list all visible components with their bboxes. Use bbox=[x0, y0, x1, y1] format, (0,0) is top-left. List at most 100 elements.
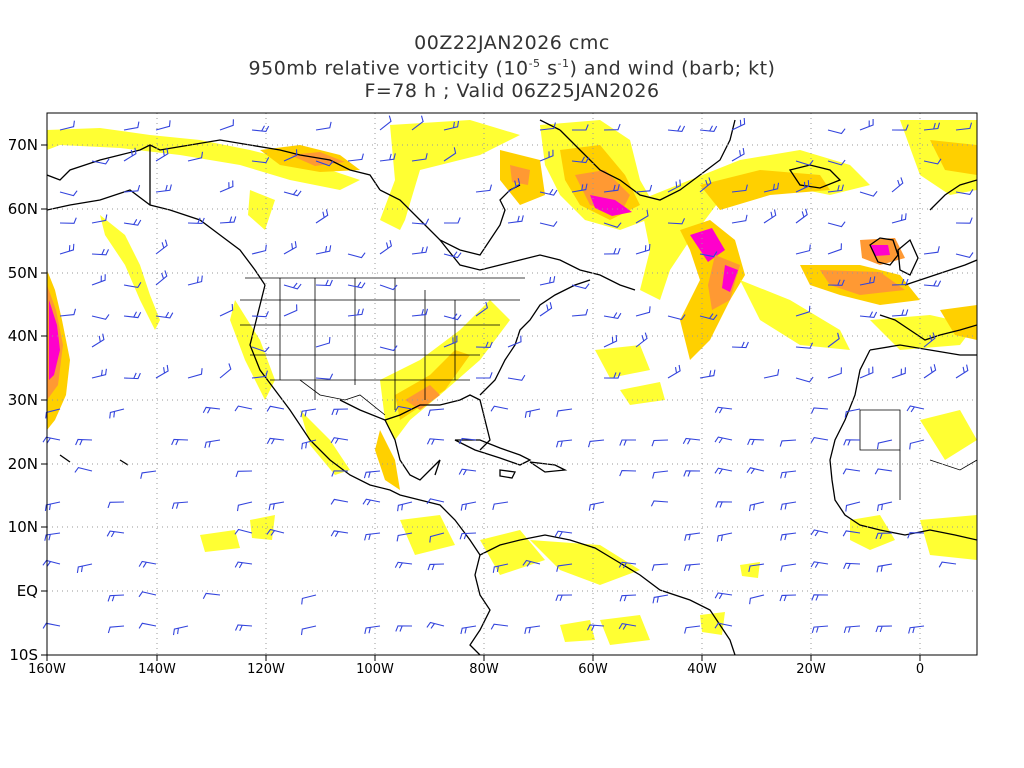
wind-barb bbox=[507, 178, 521, 193]
wind-barb bbox=[810, 529, 829, 537]
wind-barb bbox=[780, 470, 797, 479]
wind-barb bbox=[571, 283, 590, 290]
wind-barb bbox=[651, 439, 669, 447]
wind-barb bbox=[443, 313, 462, 321]
lat-axis-labels: 70N 60N 50N 40N 30N 20N 10N EQ 10S bbox=[8, 136, 38, 664]
wind-barb bbox=[347, 252, 366, 259]
wind-barb bbox=[909, 439, 925, 450]
lat-label-70n: 70N bbox=[8, 136, 38, 154]
wind-barb bbox=[301, 594, 317, 605]
plot-frame bbox=[46, 112, 978, 656]
wind-barb bbox=[586, 624, 605, 631]
wind-barb bbox=[283, 241, 297, 255]
wind-barb bbox=[651, 563, 669, 571]
wind-barb bbox=[109, 408, 125, 419]
wind-barb bbox=[699, 251, 718, 258]
wind-barb bbox=[571, 308, 589, 317]
wind-barb bbox=[155, 184, 172, 193]
wind-barb bbox=[155, 147, 169, 162]
wind-barb bbox=[731, 214, 748, 224]
wind-barb bbox=[138, 591, 157, 598]
wind-barb bbox=[522, 559, 541, 567]
lon-label-0: 0 bbox=[916, 662, 924, 677]
wind-barb bbox=[859, 190, 878, 197]
wind-barb bbox=[780, 501, 797, 511]
wind-barb bbox=[827, 332, 840, 348]
wind-barb bbox=[683, 563, 701, 572]
wind-barb bbox=[234, 405, 253, 412]
lon-label-120w: 120W bbox=[247, 662, 285, 677]
wind-barb bbox=[684, 532, 701, 541]
wind-barb bbox=[330, 498, 349, 505]
wind-barb bbox=[891, 367, 906, 379]
lon-label-60w: 60W bbox=[578, 662, 608, 677]
wind-barbs bbox=[42, 115, 974, 636]
wind-barb bbox=[587, 439, 605, 448]
wind-barb bbox=[827, 367, 842, 379]
wind-barb bbox=[283, 304, 298, 317]
wind-barb bbox=[379, 115, 392, 131]
wind-barb bbox=[123, 372, 141, 380]
wind-barb bbox=[59, 217, 77, 224]
wind-barb bbox=[234, 624, 253, 632]
wind-barb bbox=[923, 332, 936, 348]
wind-barb bbox=[379, 284, 398, 291]
wind-barb bbox=[107, 501, 125, 509]
wind-barb bbox=[475, 372, 493, 379]
lat-label-10n: 10N bbox=[8, 518, 38, 536]
wind-barb bbox=[618, 561, 637, 569]
wind-barb bbox=[827, 128, 846, 135]
wind-barb bbox=[458, 468, 477, 476]
wind-barb bbox=[42, 559, 61, 567]
wind-barb bbox=[364, 532, 381, 541]
wind-barb bbox=[795, 208, 808, 224]
wind-barb bbox=[923, 280, 942, 287]
lon-label-100w: 100W bbox=[356, 662, 394, 677]
wind-barb bbox=[155, 364, 169, 379]
lat-label-20n: 20N bbox=[8, 455, 38, 473]
map-title-run: 00Z22JAN2026 cmc bbox=[414, 32, 610, 54]
wind-barb bbox=[460, 625, 477, 635]
wind-barb bbox=[795, 244, 811, 255]
wind-barb bbox=[603, 123, 621, 131]
wind-barb bbox=[251, 346, 270, 353]
wind-barb bbox=[315, 336, 331, 348]
wind-barb bbox=[59, 190, 78, 197]
wind-barb bbox=[219, 363, 232, 379]
wind-barb bbox=[876, 501, 893, 512]
wind-barb bbox=[443, 147, 457, 162]
wind-barb bbox=[749, 594, 765, 605]
wind-barb bbox=[59, 120, 75, 131]
wind-barb bbox=[107, 625, 125, 634]
wind-barb bbox=[955, 217, 973, 224]
wind-barb bbox=[475, 341, 493, 348]
map-title-variable: 950mb relative vorticity (10-5 s-1) and … bbox=[248, 57, 776, 80]
wind-barb bbox=[123, 282, 142, 289]
wind-barb bbox=[330, 437, 349, 444]
wind-barb bbox=[859, 366, 874, 379]
wind-barb bbox=[394, 405, 413, 412]
wind-barb bbox=[876, 563, 893, 573]
wind-barb bbox=[364, 625, 381, 635]
wind-barb bbox=[394, 561, 413, 569]
wind-barb bbox=[459, 532, 477, 540]
wind-barb bbox=[219, 303, 234, 317]
wind-barb bbox=[266, 528, 285, 536]
wind-barb bbox=[300, 408, 317, 418]
wind-barb bbox=[45, 408, 61, 419]
wind-barb bbox=[123, 219, 142, 226]
wind-barb bbox=[91, 248, 109, 256]
wind-barb bbox=[619, 439, 636, 446]
wind-barb bbox=[714, 592, 733, 600]
wind-barb bbox=[780, 532, 797, 541]
wind-barb bbox=[283, 149, 298, 162]
wind-barb bbox=[827, 221, 846, 228]
wind-barb bbox=[923, 246, 940, 255]
wind-barb bbox=[843, 439, 861, 446]
wind-barb bbox=[411, 246, 428, 255]
wind-barb bbox=[347, 153, 364, 162]
wind-barb bbox=[810, 561, 829, 568]
wind-barb bbox=[667, 364, 681, 379]
wind-barb bbox=[396, 532, 413, 542]
